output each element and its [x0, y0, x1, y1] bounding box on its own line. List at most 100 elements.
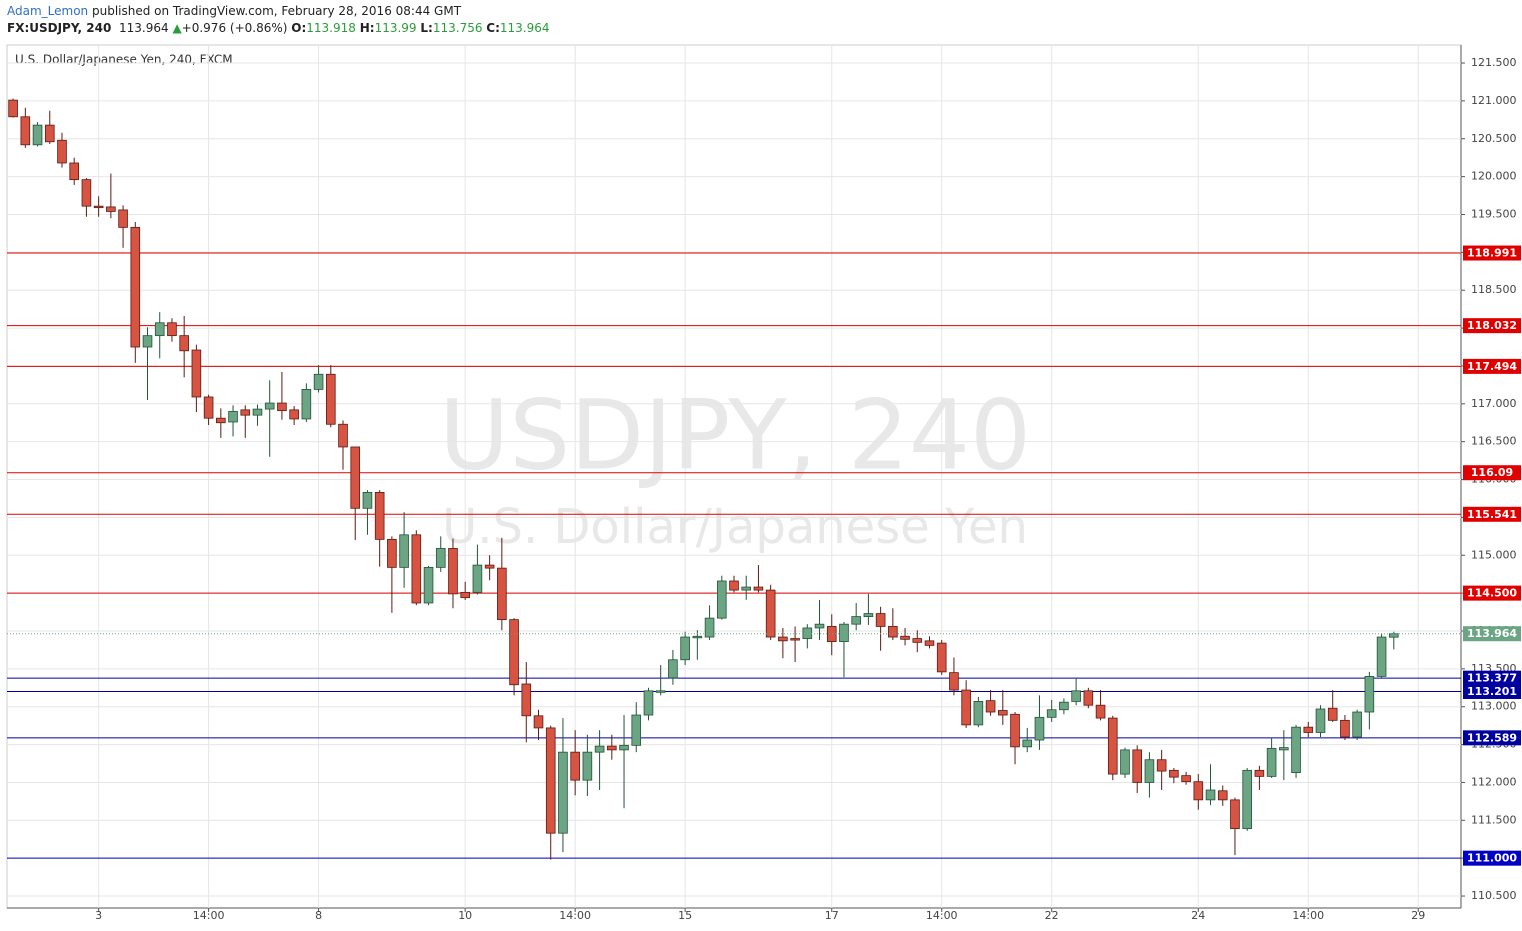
price-label: 113.964 — [1467, 627, 1517, 640]
candle-body — [558, 751, 568, 834]
chart-title: U.S. Dollar/Japanese Yen, 240, FXCM — [15, 53, 233, 67]
candle-body — [1046, 709, 1057, 718]
candle-body — [277, 402, 287, 412]
candle-body — [985, 700, 996, 713]
x-tick-label: 24 — [1191, 909, 1205, 922]
candle-body — [289, 409, 299, 420]
x-tick-label: 14:00 — [926, 909, 958, 922]
candle-body — [301, 389, 312, 420]
candle-body — [1205, 789, 1216, 801]
candle-body — [680, 636, 690, 661]
quote-line: FX:USDJPY, 240 113.964 ▲+0.976 (+0.86%) … — [7, 20, 550, 37]
x-tick-label: 15 — [678, 909, 692, 922]
published: published on TradingView.com, February 2… — [91, 4, 462, 18]
x-tick-label: 22 — [1045, 909, 1059, 922]
candle-body — [1107, 717, 1118, 775]
candle-body — [32, 124, 43, 146]
ohlc-value: 113.99 — [374, 21, 417, 35]
candle-body — [167, 322, 177, 337]
candle-body — [1034, 716, 1045, 741]
change: +0.976 (+0.86%) — [181, 21, 288, 35]
last: 113.964 — [118, 21, 169, 35]
candle-body — [1230, 799, 1240, 830]
candle-body — [1120, 749, 1130, 775]
candle-body — [509, 619, 519, 686]
candle-body — [497, 567, 507, 621]
candle-body — [154, 322, 165, 337]
candle-body — [863, 613, 874, 617]
ohlc-value: 113.964 — [499, 21, 550, 35]
watermark-name: U.S. Dollar/Japanese Yen — [442, 499, 1028, 555]
candle-body — [216, 417, 226, 424]
candle-body — [69, 162, 80, 181]
ohlc-value: 113.918 — [306, 21, 356, 35]
candle-body — [435, 548, 446, 568]
candle-body — [1144, 759, 1155, 783]
price-label-box — [1463, 585, 1521, 601]
candle-body — [1059, 701, 1069, 711]
candle-body — [1266, 747, 1277, 777]
candle-body — [1364, 676, 1375, 713]
price-label-box — [1463, 670, 1521, 686]
candle-body — [106, 206, 116, 212]
candle-body — [1303, 726, 1314, 733]
candle-body — [1340, 719, 1350, 738]
candle-body — [81, 179, 92, 207]
candle-body — [716, 580, 727, 619]
x-tick-label: 14:00 — [193, 909, 225, 922]
ohlc-label: O: — [291, 21, 307, 35]
ohlc-label: C: — [486, 21, 500, 35]
candle-body — [423, 566, 434, 604]
candle-body — [875, 613, 886, 627]
candle-body — [191, 349, 202, 398]
price-label-box — [1463, 850, 1521, 866]
candle-body — [472, 564, 483, 593]
candle-body — [998, 710, 1008, 716]
price-label: 113.201 — [1467, 685, 1517, 698]
price-label-box — [1463, 683, 1521, 699]
candle-body — [643, 690, 654, 716]
candle-body — [1291, 726, 1301, 773]
x-tick-label: 14:00 — [559, 909, 591, 922]
candle-body — [949, 672, 959, 691]
watermark-symbol: USDJPY, 240 — [439, 379, 1031, 491]
candle-body — [460, 591, 470, 599]
y-tick-label: 121.500 — [1471, 56, 1517, 69]
y-tick-label: 110.500 — [1471, 889, 1517, 902]
candle-body — [240, 409, 251, 416]
candle-body — [655, 690, 666, 693]
publish-line: Adam_Lemon published on TradingView.com,… — [7, 3, 550, 20]
price-label: 115.541 — [1467, 508, 1517, 521]
price-label-box — [1463, 506, 1521, 522]
candle-body — [619, 744, 629, 751]
candle-body — [1388, 633, 1399, 638]
candle-body — [1083, 690, 1094, 706]
author[interactable]: Adam_Lemon — [7, 4, 89, 18]
candle-body — [900, 635, 910, 640]
price-label-box — [1463, 245, 1521, 261]
candle-body — [1242, 769, 1252, 830]
y-tick-label: 113.000 — [1471, 700, 1517, 713]
candle-body — [1095, 704, 1106, 719]
price-label: 118.032 — [1467, 319, 1517, 332]
candle-body — [778, 636, 788, 642]
ohlc-value: 113.756 — [432, 21, 483, 35]
candle-body — [790, 638, 800, 641]
y-tick-label: 116.500 — [1471, 435, 1517, 448]
candle-body — [130, 226, 141, 348]
y-tick-label: 112.000 — [1471, 775, 1517, 788]
x-tick-label: 8 — [315, 909, 322, 922]
candle-body — [961, 689, 971, 726]
candle-body — [118, 209, 128, 228]
x-tick-label: 14:00 — [1292, 909, 1324, 922]
candle-body — [57, 139, 67, 164]
x-tick-label: 29 — [1411, 909, 1425, 922]
candle-body — [374, 492, 385, 540]
candle-body — [362, 492, 373, 509]
candle-body — [765, 589, 776, 638]
price-label-box — [1463, 626, 1521, 642]
candle-body — [1132, 749, 1143, 783]
candle-body — [570, 751, 580, 781]
candle-body — [44, 124, 55, 143]
